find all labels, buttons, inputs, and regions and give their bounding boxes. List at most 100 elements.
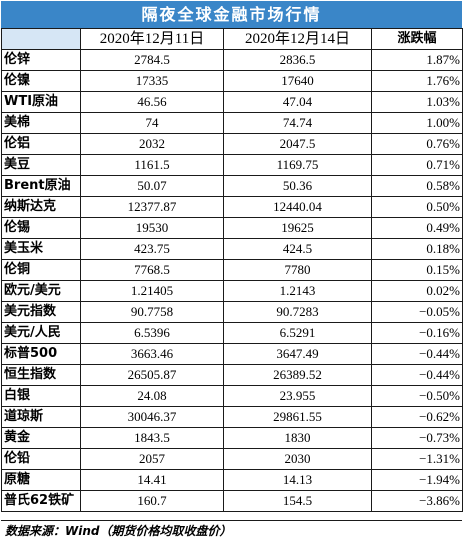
table-row: 标普500 3663.46 3647.49 −0.44%: [1, 343, 463, 365]
table-row: 美棉 74 74.74 1.00%: [1, 112, 463, 134]
change-percent: 0.18%: [371, 238, 463, 260]
table-title: 隔夜全球金融市场行情: [1, 1, 462, 28]
table-row: 普氏62铁矿 160.7 154.5 −3.86%: [1, 490, 463, 512]
change-percent: −0.44%: [371, 364, 463, 386]
change-percent: 1.00%: [371, 112, 463, 134]
price-date-1: 423.75: [80, 238, 224, 260]
price-date-2: 90.7283: [223, 301, 372, 323]
table-row: 黄金 1843.5 1830 −0.73%: [1, 427, 463, 449]
instrument-name: 伦铅: [1, 448, 81, 470]
change-percent: 0.76%: [371, 133, 463, 155]
instrument-name: 伦铜: [1, 259, 81, 281]
instrument-name: 美豆: [1, 154, 81, 176]
table-row: WTI原油 46.56 47.04 1.03%: [1, 91, 463, 113]
table-row: 美豆 1161.5 1169.75 0.71%: [1, 154, 463, 176]
change-percent: −3.86%: [371, 490, 463, 512]
change-percent: 1.03%: [371, 91, 463, 113]
change-percent: 0.02%: [371, 280, 463, 302]
change-percent: −1.94%: [371, 469, 463, 491]
change-percent: 0.15%: [371, 259, 463, 281]
price-date-1: 2032: [80, 133, 224, 155]
table-row: 原糖 14.41 14.13 −1.94%: [1, 469, 463, 491]
table-row: 伦铅 2057 2030 −1.31%: [1, 448, 463, 470]
price-date-2: 12440.04: [223, 196, 372, 218]
instrument-name: 标普500: [1, 343, 81, 365]
price-date-1: 19530: [80, 217, 224, 239]
price-date-2: 2836.5: [223, 49, 372, 71]
table-row: 美玉米 423.75 424.5 0.18%: [1, 238, 463, 260]
price-date-1: 6.5396: [80, 322, 224, 344]
price-date-2: 2047.5: [223, 133, 372, 155]
price-date-2: 19625: [223, 217, 372, 239]
price-date-1: 160.7: [80, 490, 224, 512]
change-percent: −1.31%: [371, 448, 463, 470]
price-date-2: 6.5291: [223, 322, 372, 344]
price-date-2: 154.5: [223, 490, 372, 512]
instrument-name: Brent原油: [1, 175, 81, 197]
price-date-1: 26505.87: [80, 364, 224, 386]
price-date-2: 29861.55: [223, 406, 372, 428]
instrument-name: WTI原油: [1, 91, 81, 113]
table-row: 伦铜 7768.5 7780 0.15%: [1, 259, 463, 281]
instrument-name: 恒生指数: [1, 364, 81, 386]
instrument-name: 纳斯达克: [1, 196, 81, 218]
instrument-name: 美棉: [1, 112, 81, 134]
table-row: 美元/人民 6.5396 6.5291 −0.16%: [1, 322, 463, 344]
instrument-name: 美玉米: [1, 238, 81, 260]
table-row: 欧元/美元 1.21405 1.2143 0.02%: [1, 280, 463, 302]
change-percent: 1.87%: [371, 49, 463, 71]
price-date-1: 1843.5: [80, 427, 224, 449]
instrument-name: 欧元/美元: [1, 280, 81, 302]
instrument-name: 道琼斯: [1, 406, 81, 428]
price-date-1: 2784.5: [80, 49, 224, 71]
instrument-name: 白银: [1, 385, 81, 407]
table-row: 伦锌 2784.5 2836.5 1.87%: [1, 49, 463, 71]
price-date-1: 90.7758: [80, 301, 224, 323]
change-percent: 0.58%: [371, 175, 463, 197]
price-date-1: 12377.87: [80, 196, 224, 218]
price-date-2: 23.955: [223, 385, 372, 407]
table-row: Brent原油 50.07 50.36 0.58%: [1, 175, 463, 197]
data-source-note: 数据来源：Wind（期货价格均取收盘价）: [1, 520, 462, 541]
header-change: 涨跌幅: [371, 28, 463, 50]
price-date-2: 17640: [223, 70, 372, 92]
price-date-1: 7768.5: [80, 259, 224, 281]
price-date-2: 2030: [223, 448, 372, 470]
change-percent: −0.50%: [371, 385, 463, 407]
change-percent: −0.73%: [371, 427, 463, 449]
price-date-2: 3647.49: [223, 343, 372, 365]
instrument-name: 黄金: [1, 427, 81, 449]
instrument-name: 美元/人民: [1, 322, 81, 344]
table-row: 伦镍 17335 17640 1.76%: [1, 70, 463, 92]
change-percent: 0.50%: [371, 196, 463, 218]
price-date-1: 17335: [80, 70, 224, 92]
table-row: 伦锡 19530 19625 0.49%: [1, 217, 463, 239]
price-date-2: 1169.75: [223, 154, 372, 176]
header-date-1: 2020年12月11日: [80, 28, 224, 50]
table-row: 白银 24.08 23.955 −0.50%: [1, 385, 463, 407]
price-date-1: 1.21405: [80, 280, 224, 302]
change-percent: −0.16%: [371, 322, 463, 344]
change-percent: −0.62%: [371, 406, 463, 428]
instrument-name: 伦镍: [1, 70, 81, 92]
header-date-2: 2020年12月14日: [223, 28, 372, 50]
price-date-1: 1161.5: [80, 154, 224, 176]
change-percent: −0.05%: [371, 301, 463, 323]
price-date-1: 24.08: [80, 385, 224, 407]
price-date-1: 46.56: [80, 91, 224, 113]
instrument-name: 原糖: [1, 469, 81, 491]
price-date-1: 30046.37: [80, 406, 224, 428]
table-row: 恒生指数 26505.87 26389.52 −0.44%: [1, 364, 463, 386]
price-date-2: 424.5: [223, 238, 372, 260]
change-percent: 0.49%: [371, 217, 463, 239]
price-date-1: 2057: [80, 448, 224, 470]
table-row: 纳斯达克 12377.87 12440.04 0.50%: [1, 196, 463, 218]
change-percent: 1.76%: [371, 70, 463, 92]
price-date-2: 7780: [223, 259, 372, 281]
change-percent: 0.71%: [371, 154, 463, 176]
price-date-1: 74: [80, 112, 224, 134]
price-date-2: 14.13: [223, 469, 372, 491]
table-row: 伦铝 2032 2047.5 0.76%: [1, 133, 463, 155]
price-date-1: 3663.46: [80, 343, 224, 365]
price-date-2: 1830: [223, 427, 372, 449]
